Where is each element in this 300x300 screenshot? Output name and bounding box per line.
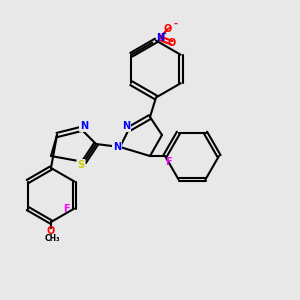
- Text: O: O: [47, 226, 55, 236]
- Text: F: F: [64, 203, 70, 214]
- Text: S: S: [77, 160, 85, 170]
- Text: N: N: [80, 121, 88, 131]
- Text: -: -: [174, 18, 178, 28]
- Text: F: F: [165, 157, 171, 167]
- Text: O: O: [163, 24, 171, 34]
- Text: N: N: [113, 142, 121, 152]
- Text: +: +: [160, 31, 166, 37]
- Text: N: N: [122, 121, 130, 131]
- Text: CH₃: CH₃: [45, 234, 60, 243]
- Text: N: N: [156, 33, 164, 43]
- Text: O: O: [168, 38, 176, 48]
